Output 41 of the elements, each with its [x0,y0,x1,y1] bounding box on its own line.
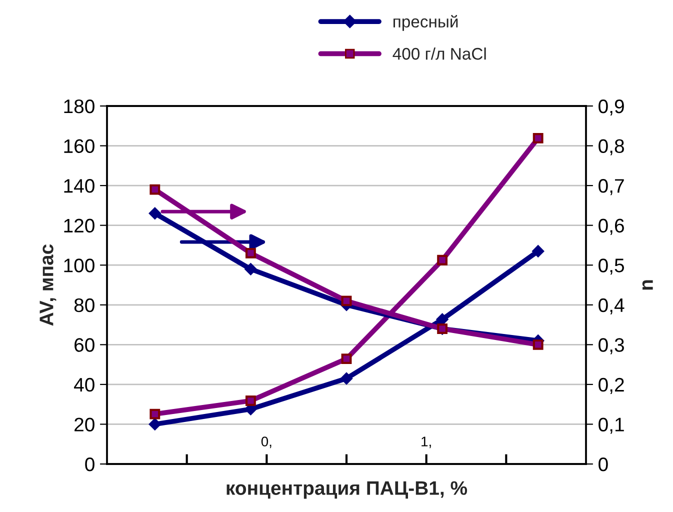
y-tick-label: 180 [64,99,94,114]
point [244,263,257,276]
y2-tick-label: 0,9 [598,99,624,116]
point [341,296,352,306]
y-tick-label: 100 [64,258,94,272]
x-tick-label: 1, [422,436,431,448]
y2-axis-title: n [642,280,653,290]
y-tick-label: 40 [74,378,94,392]
point [340,372,352,384]
y-tick-label: 120 [64,218,94,233]
point [532,339,544,350]
point [150,408,160,420]
point [148,207,161,220]
y2-tick-label: 0,7 [598,179,624,196]
y2-tick-label: 0,3 [598,338,624,354]
point [245,248,256,258]
y2-tick-label: 0,4 [598,298,624,314]
legend-label: пресный [394,15,458,31]
point [245,396,256,406]
y-tick-label: 140 [64,179,94,193]
y-tick-label: 0 [85,457,94,472]
y2-tick-label: 0,5 [598,258,624,275]
x-axis-title: концентрация ПАЦ-В1, % [226,481,468,499]
legend-label: 400 г/л NaCl [392,47,486,60]
y2-tick-label: 0,6 [598,218,624,235]
point [532,133,544,144]
y2-tick-label: 0 [598,457,608,472]
x-tick-label: 0, [261,436,272,448]
point [437,254,448,266]
y-axis-title: AV, мпас [40,244,56,326]
y2-tick-label: 0,1 [598,418,624,434]
y-tick-label: 20 [74,418,94,432]
point [148,418,161,430]
y-tick-label: 60 [74,338,94,352]
y2-tick-label: 0,2 [598,378,624,394]
y-tick-label: 80 [74,298,94,312]
y-tick-label: 160 [64,139,94,154]
point [532,245,544,258]
point [341,354,352,364]
point [150,184,160,195]
y2-tick-label: 0,8 [598,139,624,156]
